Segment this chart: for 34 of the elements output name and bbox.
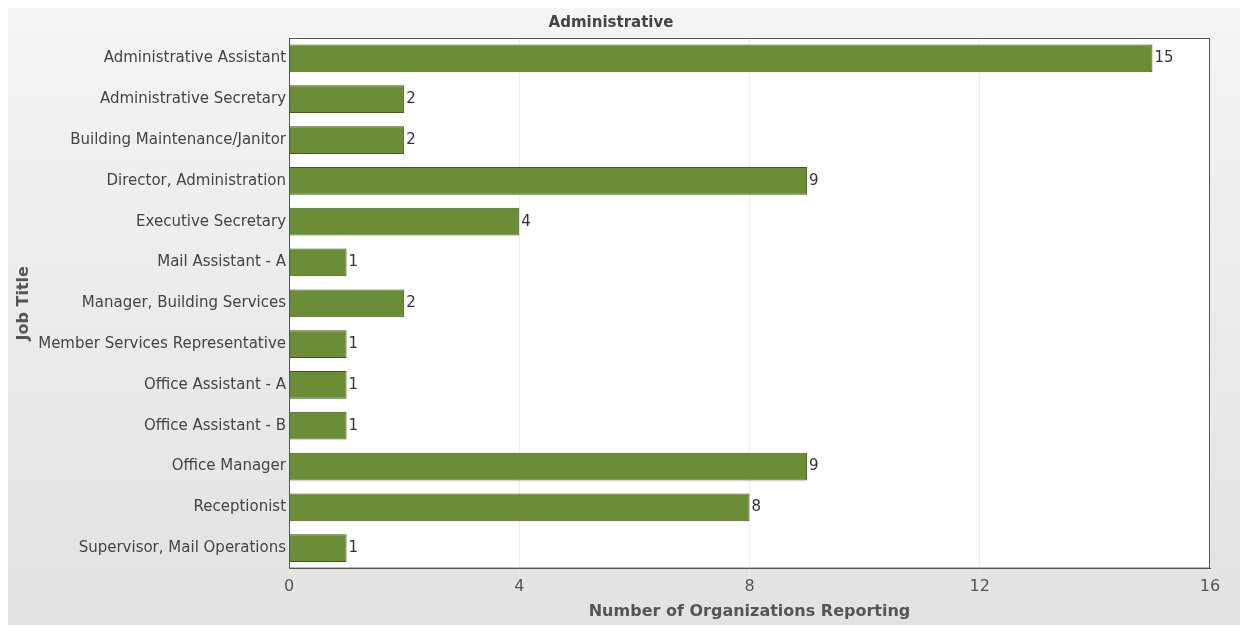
y-tick-label: Office Assistant - B xyxy=(143,415,287,434)
data-label: 1 xyxy=(348,252,359,271)
y-axis-title: Job Title xyxy=(12,265,32,342)
x-tick-label: 0 xyxy=(283,576,295,596)
data-label: 1 xyxy=(348,374,359,393)
x-tick-label: 12 xyxy=(969,576,990,596)
x-tick-label: 16 xyxy=(1199,576,1221,596)
x-tick-label: 4 xyxy=(514,576,525,596)
y-tick-label: Office Manager xyxy=(171,456,287,475)
y-tick-label: Supervisor, Mail Operations xyxy=(78,538,287,557)
data-label: 1 xyxy=(348,415,359,434)
data-label: 1 xyxy=(348,334,359,353)
x-axis-title: Number of Organizations Reporting xyxy=(588,600,911,620)
data-label: 2 xyxy=(406,293,416,312)
data-label: 1 xyxy=(348,538,359,557)
data-label: 9 xyxy=(809,456,819,475)
data-label: 15 xyxy=(1154,48,1174,67)
chart-title: Administrative xyxy=(548,12,674,31)
y-tick-label: Office Assistant - A xyxy=(143,374,287,393)
x-tick-label: 8 xyxy=(744,576,755,596)
y-tick-label: Administrative Assistant xyxy=(103,48,287,67)
y-tick-label: Building Maintenance/Janitor xyxy=(70,129,287,148)
data-label: 2 xyxy=(406,129,416,148)
data-label: 8 xyxy=(751,497,762,516)
data-label: 4 xyxy=(521,211,531,230)
y-tick-label: Director, Administration xyxy=(106,170,287,189)
data-label: 2 xyxy=(406,89,416,108)
y-tick-label: Administrative Secretary xyxy=(99,89,287,108)
y-tick-label: Receptionist xyxy=(193,497,287,516)
y-tick-label: Mail Assistant - A xyxy=(157,252,287,271)
y-tick-label: Executive Secretary xyxy=(136,211,287,230)
data-label: 9 xyxy=(809,170,819,189)
y-tick-label: Member Services Representative xyxy=(38,334,287,353)
y-tick-label: Manager, Building Services xyxy=(81,293,287,312)
